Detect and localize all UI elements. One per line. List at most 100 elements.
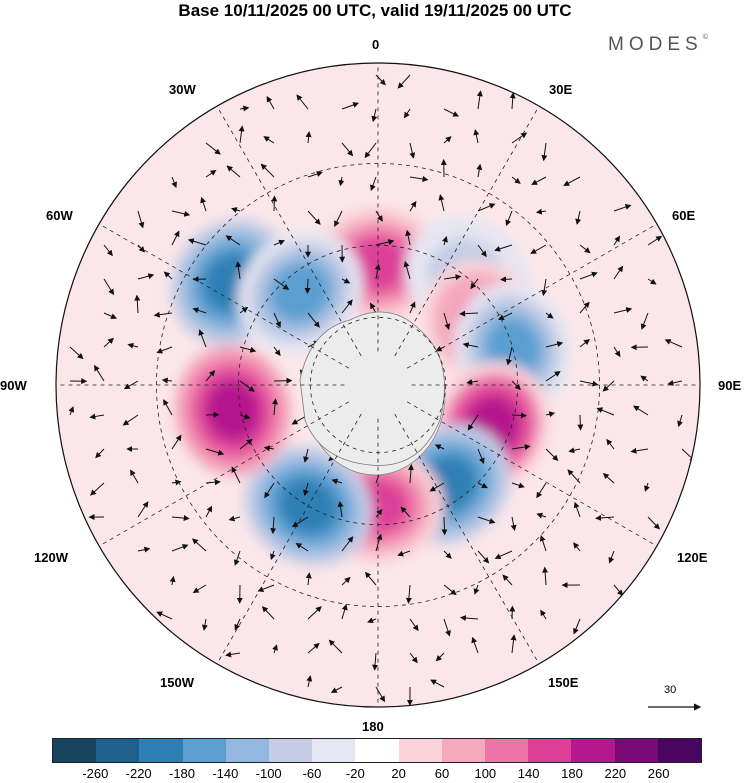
wind-arrow: [375, 210, 383, 222]
wind-arrow: [272, 398, 279, 416]
wind-arrow: [494, 550, 513, 560]
wind-arrow: [103, 312, 117, 320]
wind-arrow: [130, 469, 139, 484]
wind-arrow: [536, 482, 547, 499]
wind-arrow: [510, 516, 517, 532]
wind-arrow: [123, 380, 139, 390]
wind-arrow: [192, 584, 207, 594]
wind-arrow: [69, 346, 84, 360]
wind-arrow: [477, 203, 496, 212]
colorbar-swatch: [182, 739, 226, 762]
lon-label-60e: 60E: [672, 208, 696, 223]
wind-arrow: [511, 412, 527, 419]
wind-arrow: [613, 265, 624, 280]
wind-arrow: [192, 307, 207, 314]
wind-arrow: [545, 448, 559, 462]
wind-arrow: [364, 571, 377, 586]
wind-arrow: [563, 176, 581, 186]
wind-arrow: [511, 176, 521, 184]
wind-arrow: [443, 550, 452, 559]
wind-arrow: [409, 200, 417, 212]
wind-arrow: [573, 542, 581, 552]
wind-arrow: [338, 176, 345, 187]
wind-arrow: [239, 380, 255, 392]
wind-arrow: [238, 125, 245, 144]
wind-arrow: [137, 501, 149, 518]
wind-arrow: [531, 176, 547, 185]
colorbar-tick-label: 140: [517, 766, 540, 781]
lon-label-90w: 90W: [0, 378, 27, 393]
wind-arrow: [307, 171, 323, 178]
colorbar-swatch: [571, 739, 615, 762]
wind-arrow: [407, 464, 414, 484]
wind-arrow: [271, 195, 278, 212]
colorbar-swatch: [398, 739, 442, 762]
wind-arrow: [613, 204, 632, 212]
colorbar-swatch: [53, 739, 97, 762]
wind-arrow: [156, 346, 173, 354]
wind-arrow: [505, 210, 513, 227]
wind-arrow: [476, 90, 483, 110]
wind-arrow: [341, 142, 354, 157]
wind-arrow: [640, 375, 649, 382]
wind-arrow: [307, 642, 320, 654]
colorbar: [52, 738, 702, 763]
wind-arrow: [595, 514, 615, 521]
wind-arrow: [205, 370, 216, 382]
wind-arrow: [93, 364, 105, 382]
wind-arrow: [171, 210, 191, 217]
wind-arrow: [509, 92, 516, 110]
wind-arrow: [303, 448, 309, 463]
colorbar-tick-label: 220: [604, 766, 627, 781]
wind-arrow: [374, 263, 381, 280]
wind-arrow: [270, 550, 276, 561]
wind-arrow: [477, 516, 496, 524]
wind-arrow: [367, 617, 377, 624]
wind-arrow: [375, 74, 386, 86]
wind-arrow: [400, 506, 411, 518]
wind-arrow: [171, 230, 180, 246]
wind-arrow: [263, 445, 275, 452]
wind-arrow: [579, 244, 591, 254]
wind-arrow: [156, 611, 173, 620]
wind-arrow: [239, 346, 257, 353]
colorbar-swatch: [614, 739, 658, 762]
wind-arrow: [303, 482, 309, 497]
colorbar-tick-label: 180: [561, 766, 583, 781]
wind-arrow: [257, 584, 275, 593]
wind-arrow: [494, 244, 513, 252]
colorbar-tick-label: -100: [255, 766, 282, 781]
wind-arrow: [613, 584, 624, 596]
wind-arrow: [273, 278, 290, 290]
modes-logo: MODES©: [608, 34, 708, 56]
wind-arrow: [397, 550, 411, 557]
wind-arrow: [370, 176, 377, 192]
wind-arrow: [261, 606, 275, 620]
wind-arrow: [103, 244, 113, 257]
wind-arrow: [239, 105, 250, 112]
colorbar-tick-label: -260: [82, 766, 109, 781]
wind-arrow: [163, 399, 173, 416]
wind-arrow: [205, 505, 213, 518]
wind-arrow: [477, 448, 485, 465]
wind-arrow: [328, 639, 343, 654]
wind-arrow: [511, 444, 531, 451]
wind-arrow: [667, 379, 683, 386]
wind-arrow: [613, 346, 621, 358]
wind-arrow: [541, 142, 548, 162]
wind-arrow: [270, 516, 277, 535]
wind-arrow: [68, 406, 75, 416]
wind-arrow: [473, 584, 480, 595]
wind-arrow: [239, 413, 251, 420]
wind-arrow: [677, 414, 683, 428]
wind-arrow: [263, 136, 275, 144]
wind-arrow: [200, 196, 207, 212]
wind-arrow: [89, 482, 105, 496]
wind-arrow: [239, 438, 253, 450]
wind-arrow: [171, 176, 177, 189]
wind-arrow: [545, 312, 554, 319]
wind-arrow: [331, 478, 343, 485]
wind-arrow: [664, 339, 683, 348]
wind-arrow: [443, 136, 452, 144]
